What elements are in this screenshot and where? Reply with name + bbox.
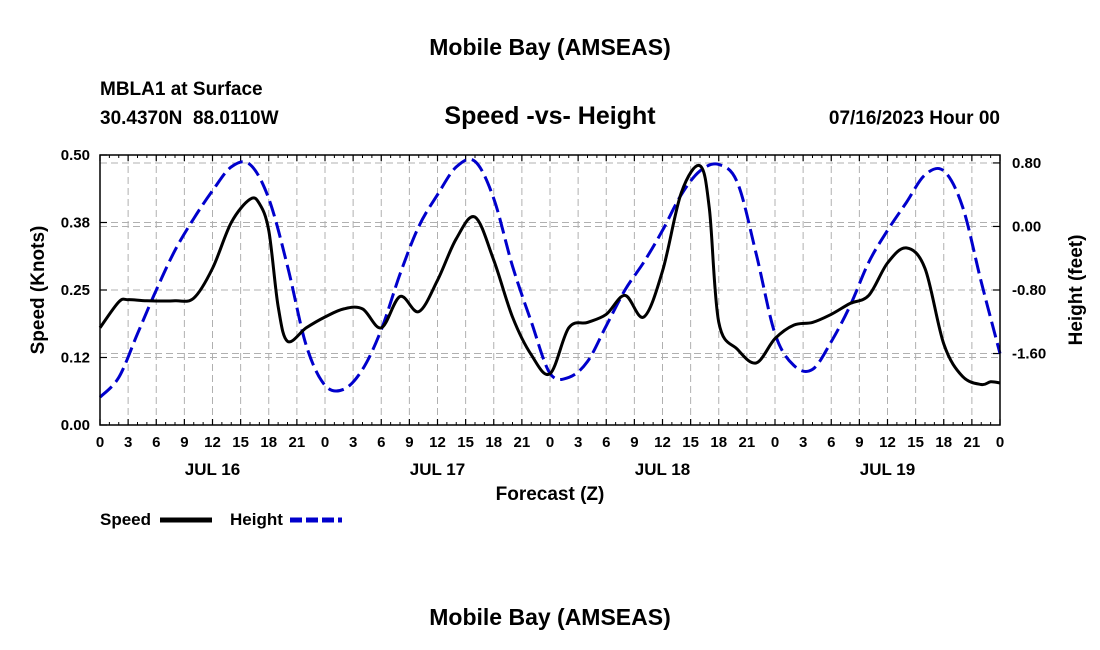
plot-frame — [99, 154, 1001, 426]
legend-height-label: Height — [230, 510, 283, 529]
x-tick-label: 12 — [429, 434, 446, 451]
y-tick-label: 0.38 — [61, 215, 90, 232]
forecast-datetime: 07/16/2023 Hour 00 — [829, 108, 1000, 129]
x-tick-label: 18 — [710, 434, 727, 451]
x-axis-label: Forecast (Z) — [496, 484, 605, 505]
speed-series-line — [98, 163, 1001, 387]
x-tick-label: 3 — [349, 434, 357, 451]
series-layer — [98, 157, 1002, 399]
second-chart-title: Mobile Bay (AMSEAS) — [429, 604, 671, 630]
x-tick-label: 3 — [799, 434, 807, 451]
x-tick-label: 15 — [907, 434, 924, 451]
x-tick-label: 0 — [771, 434, 779, 451]
x-tick-label: 21 — [739, 434, 756, 451]
station-coords: 30.4370N 88.0110W — [100, 108, 279, 129]
x-tick-label: 0 — [321, 434, 329, 451]
x-tick-label: 3 — [124, 434, 132, 451]
x-tick-label: 9 — [405, 434, 413, 451]
x-tick-label: 6 — [602, 434, 610, 451]
x-tick-label: 21 — [289, 434, 306, 451]
y-tick-label: 0.25 — [61, 282, 90, 299]
x-tick-label: 18 — [485, 434, 502, 451]
x-axis-ticks: 0 3 6 9 12 15 18 21 0 3 6 9 12 15 18 21 0 3 6 9 12 15 18 21 0 3 6 9… — [96, 155, 1004, 479]
x-tick-label: 9 — [180, 434, 188, 451]
legend-speed-label: Speed — [100, 510, 151, 529]
x-tick-label: 6 — [827, 434, 835, 451]
y2-tick-label: -1.60 — [1012, 346, 1046, 363]
x-tick-label: 0 — [96, 434, 104, 451]
x-tick-label: 15 — [682, 434, 699, 451]
chart-subtitle: Speed -vs- Height — [444, 102, 656, 130]
x-tick-label: 0 — [546, 434, 554, 451]
x-tick-label: 21 — [514, 434, 531, 451]
y2-tick-label: 0.00 — [1012, 218, 1041, 235]
y-tick-label: 0.00 — [61, 417, 90, 434]
y2-tick-label: 0.80 — [1012, 155, 1041, 172]
x-tick-label: 15 — [232, 434, 249, 451]
x-day-label: JUL 16 — [185, 460, 240, 479]
y-tick-label: 0.50 — [61, 147, 90, 164]
grid-lines — [100, 155, 1000, 425]
x-day-label: JUL 17 — [410, 460, 465, 479]
x-tick-label: 18 — [260, 434, 277, 451]
station-name: MBLA1 at Surface — [100, 79, 263, 100]
x-tick-label: 12 — [654, 434, 671, 451]
x-tick-label: 18 — [935, 434, 952, 451]
x-tick-label: 12 — [879, 434, 896, 451]
y2-tick-label: -0.80 — [1012, 282, 1046, 299]
x-tick-label: 15 — [457, 434, 474, 451]
y-tick-label: 0.12 — [61, 350, 90, 367]
legend: Speed Height — [100, 510, 342, 529]
x-tick-label: 9 — [855, 434, 863, 451]
x-tick-label: 6 — [152, 434, 160, 451]
x-tick-label: 0 — [996, 434, 1004, 451]
y2-axis-label: Height (feet) — [1066, 235, 1087, 346]
x-tick-label: 6 — [377, 434, 385, 451]
x-tick-label: 12 — [204, 434, 221, 451]
x-tick-label: 9 — [630, 434, 638, 451]
x-day-label: JUL 19 — [860, 460, 915, 479]
x-day-label: JUL 18 — [635, 460, 690, 479]
x-tick-label: 21 — [964, 434, 981, 451]
y-axis-label: Speed (Knots) — [28, 226, 49, 355]
y-axis-ticks: 0.00 0.12 0.25 0.38 0.50 — [61, 147, 107, 434]
chart-main-title: Mobile Bay (AMSEAS) — [429, 34, 671, 60]
x-tick-label: 3 — [574, 434, 582, 451]
y2-axis-ticks: 0.80 0.00 -0.80 -1.60 — [993, 155, 1046, 363]
